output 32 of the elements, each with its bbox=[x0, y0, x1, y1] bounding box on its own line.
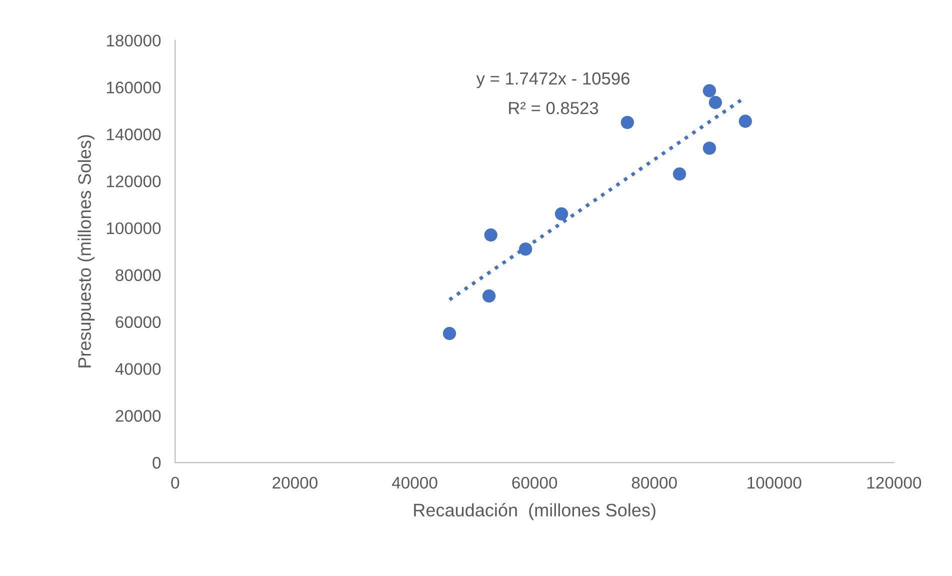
y-tick-label: 0 bbox=[152, 456, 161, 469]
y-tick-label: 20000 bbox=[116, 410, 161, 422]
annotation: y = 1.7472x - 10596 bbox=[476, 72, 630, 88]
y-tick-label: 60000 bbox=[116, 316, 161, 328]
x-tick-label: 20000 bbox=[272, 476, 318, 489]
point bbox=[738, 114, 752, 128]
y-tick-label: 40000 bbox=[115, 363, 161, 375]
point bbox=[708, 96, 722, 110]
x-tick-label: 80000 bbox=[632, 476, 677, 489]
point bbox=[702, 142, 716, 155]
y-tick-label: 160000 bbox=[106, 82, 161, 94]
x-tick-label: 60000 bbox=[512, 476, 558, 489]
x-tick-label: 0 bbox=[171, 476, 180, 489]
y-tick-label: 120000 bbox=[106, 175, 161, 188]
y-tick-label: 180000 bbox=[106, 34, 161, 47]
point bbox=[482, 289, 496, 303]
point bbox=[702, 84, 716, 98]
point bbox=[554, 207, 568, 220]
y-axis-title: Presupuesto (millones Soles) bbox=[78, 135, 95, 368]
x-tick-label: 100000 bbox=[748, 476, 802, 489]
point bbox=[442, 326, 456, 340]
y-tick-label: 80000 bbox=[116, 269, 161, 282]
point bbox=[672, 167, 686, 181]
x-axis-title: Recaudación (millones Soles) bbox=[414, 503, 656, 520]
point bbox=[484, 228, 498, 242]
point bbox=[620, 116, 634, 130]
annotation: R² = 0.8523 bbox=[509, 102, 598, 114]
y-tick-label: 140000 bbox=[106, 128, 161, 140]
point bbox=[518, 242, 532, 256]
y-tick-label: 100000 bbox=[106, 222, 161, 234]
x-tick-label: 120000 bbox=[867, 476, 922, 489]
x-tick-label: 40000 bbox=[392, 476, 438, 489]
